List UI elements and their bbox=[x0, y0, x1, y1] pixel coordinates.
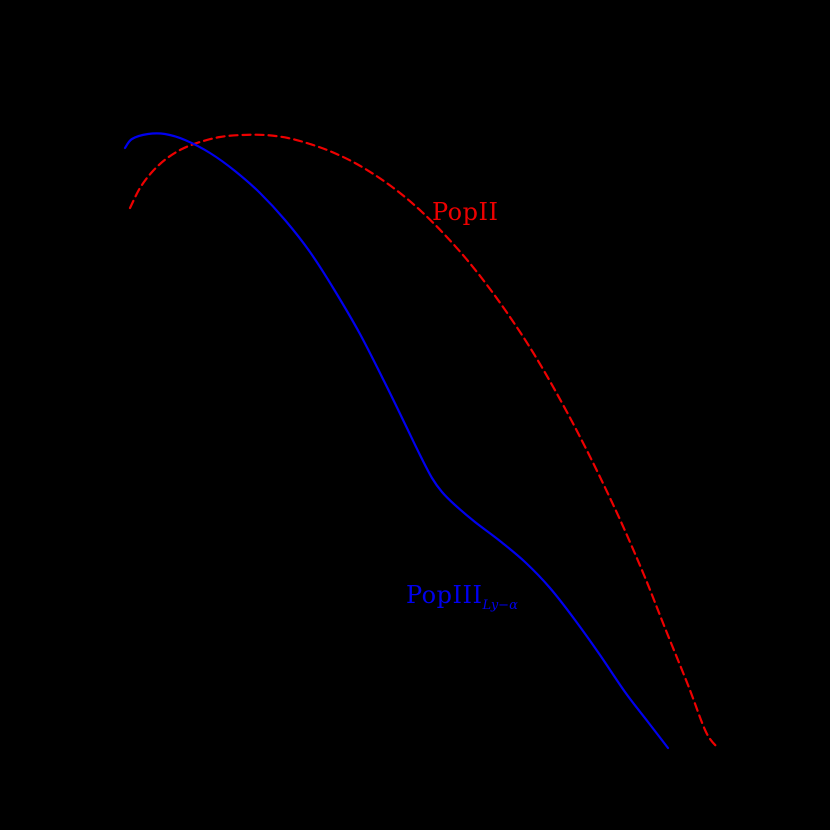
popiii-curve-label-text: PopIII bbox=[406, 581, 483, 609]
popii-curve-label-text: PopII bbox=[432, 198, 499, 226]
popiii-curve-label-subscript: Ly−α bbox=[482, 597, 518, 613]
curve-PopII bbox=[128, 133, 720, 750]
curve-PopIII_Ly-alpha bbox=[123, 132, 670, 750]
popii-curve-label: PopII bbox=[432, 198, 498, 226]
popiii-curve-label: PopIIILy−α bbox=[406, 581, 518, 613]
